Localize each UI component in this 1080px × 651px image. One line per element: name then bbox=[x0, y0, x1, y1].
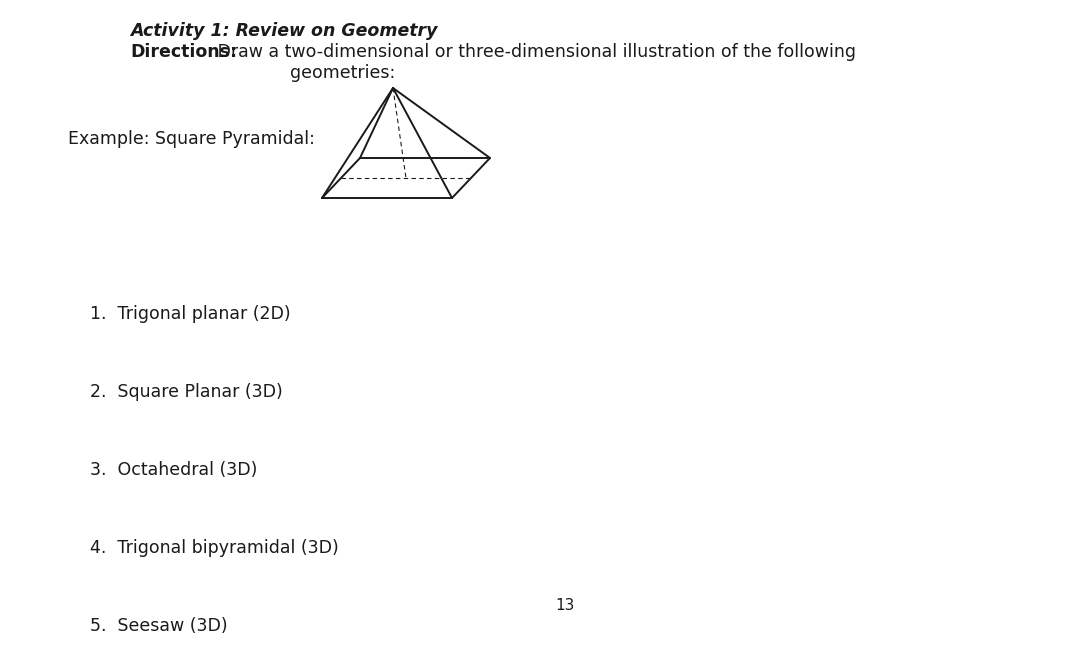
Text: 2.  Square Planar (3D): 2. Square Planar (3D) bbox=[90, 383, 283, 401]
Text: Example: Square Pyramidal:: Example: Square Pyramidal: bbox=[68, 130, 315, 148]
Text: Draw a two-dimensional or three-dimensional illustration of the following: Draw a two-dimensional or three-dimensio… bbox=[212, 43, 856, 61]
Text: 4.  Trigonal bipyramidal (3D): 4. Trigonal bipyramidal (3D) bbox=[90, 539, 339, 557]
Text: 13: 13 bbox=[555, 598, 575, 613]
Text: Activity 1: Review on Geometry: Activity 1: Review on Geometry bbox=[130, 22, 437, 40]
Text: geometries:: geometries: bbox=[291, 64, 395, 82]
Text: 5.  Seesaw (3D): 5. Seesaw (3D) bbox=[90, 617, 228, 635]
Text: 1.  Trigonal planar (2D): 1. Trigonal planar (2D) bbox=[90, 305, 291, 323]
Text: Directions:: Directions: bbox=[130, 43, 238, 61]
Text: 3.  Octahedral (3D): 3. Octahedral (3D) bbox=[90, 461, 257, 479]
